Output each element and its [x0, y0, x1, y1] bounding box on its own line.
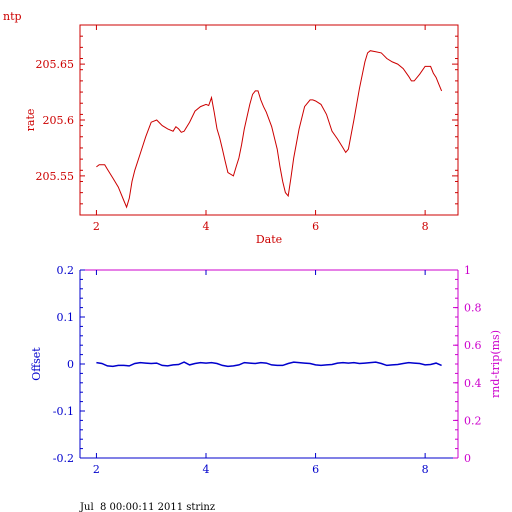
offset-chart-x-tick-label: 8 — [422, 463, 429, 476]
offset-chart-x-tick-label: 4 — [203, 463, 210, 476]
offset-chart-x-ticks: 2 4 6 8 — [93, 270, 429, 476]
rate-chart-y-axis-label: rate — [24, 109, 37, 132]
rate-chart: 2 4 6 8 205.55 205.6 205.65 Date rate — [24, 24, 459, 246]
header-label: ntp — [3, 10, 22, 23]
rate-chart-x-tick-label: 6 — [312, 220, 319, 233]
offset-chart-y-axis-label: Offset — [30, 347, 43, 381]
footer-timestamp: Jul 8 00:00:11 2011 strinz — [79, 502, 215, 512]
rate-chart-y-tick-label: 205.65 — [36, 58, 75, 71]
rate-chart-y-tick-label: 205.55 — [36, 170, 75, 183]
rnd-trip-y-tick-label: 0.2 — [464, 414, 482, 427]
rate-chart-x-ticks: 2 4 6 8 — [93, 25, 429, 233]
rnd-trip-y-ticks: 0 0.2 0.4 0.6 0.8 1 — [453, 264, 482, 465]
rnd-trip-y-tick-label: 0.6 — [464, 339, 482, 352]
offset-chart-y-tick-label: 0 — [67, 358, 74, 371]
rnd-trip-axis-label: rnd-trip(ms) — [489, 330, 502, 398]
rate-chart-x-axis-label: Date — [256, 233, 282, 246]
offset-chart-x-tick-label: 2 — [93, 463, 100, 476]
offset-series-line — [96, 361, 442, 368]
rnd-trip-y-tick-label: 0.8 — [464, 302, 482, 315]
rnd-trip-y-tick-label: 1 — [464, 264, 471, 277]
offset-chart: 2 4 6 8 -0.2 -0.1 0 0.1 0.2 0 0.2 0.4 0.6 0.8 1 Offs… — [30, 264, 502, 476]
rate-series-line — [96, 50, 443, 209]
rnd-trip-y-tick-label: 0.4 — [464, 377, 482, 390]
offset-chart-y-tick-label: 0.2 — [57, 264, 75, 277]
offset-chart-y-tick-label: -0.1 — [53, 405, 74, 418]
offset-chart-y-tick-label: 0.1 — [57, 311, 75, 324]
rate-chart-x-tick-label: 8 — [422, 220, 429, 233]
offset-chart-y-tick-label: -0.2 — [53, 452, 74, 465]
rate-chart-y-ticks: 205.55 205.6 205.65 — [36, 24, 458, 216]
rate-chart-x-tick-label: 4 — [203, 220, 210, 233]
offset-chart-y-ticks: -0.2 -0.1 0 0.1 0.2 — [53, 264, 85, 465]
rate-chart-x-tick-label: 2 — [93, 220, 100, 233]
rnd-trip-y-tick-label: 0 — [464, 452, 471, 465]
rate-chart-y-tick-label: 205.6 — [43, 114, 75, 127]
offset-chart-x-tick-label: 6 — [312, 463, 319, 476]
